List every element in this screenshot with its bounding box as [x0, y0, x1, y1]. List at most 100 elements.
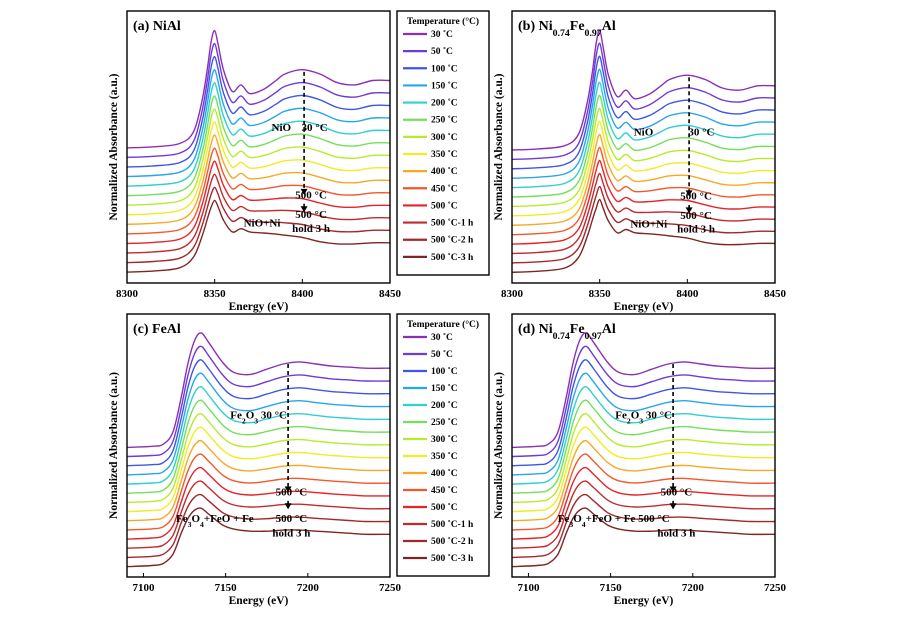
hold-arrow-head	[300, 206, 308, 213]
series-line-4	[127, 69, 390, 178]
curves-group	[512, 29, 775, 273]
x-tick-label: 8400	[676, 288, 699, 300]
y-axis-label: Normalized Absorbance (a.u.)	[493, 372, 505, 519]
legend-entry-label: 300 ˚C	[431, 434, 458, 445]
series-line-10	[512, 453, 775, 531]
annotation-label: 500 °C	[276, 487, 308, 499]
series-line-7	[512, 412, 775, 504]
series-line-11	[512, 466, 775, 540]
annotation-label: hold 3 h	[677, 224, 715, 236]
series-line-12	[127, 480, 390, 549]
series-line-5	[512, 81, 775, 189]
annotation-label: 500 °C	[276, 513, 308, 525]
series-line-8	[127, 121, 390, 216]
annotation-label: NiO	[272, 122, 292, 134]
x-axis-label: Energy (eV)	[614, 595, 674, 607]
series-line-11	[127, 466, 390, 540]
series-line-11	[127, 160, 390, 245]
series-line-4	[127, 372, 390, 476]
legend-entry-label: 500 ˚C-3 h	[431, 553, 474, 564]
annotation-label: NiO	[634, 126, 654, 138]
x-axis-label: Energy (eV)	[229, 595, 289, 607]
annotation-label: 30 °C	[302, 122, 328, 134]
annotation-label: hold 3 h	[292, 223, 330, 235]
x-tick-label: 7100	[517, 582, 540, 594]
series-line-5	[127, 385, 390, 485]
series-line-14	[127, 199, 390, 273]
legend-top: Temperature (°C) 30 ˚C 50 ˚C 100 ˚C 150 ˚C 20…	[396, 10, 490, 276]
series-line-7	[512, 107, 775, 208]
annotation-label: 500 °C	[295, 209, 327, 221]
hold-arrow-head	[284, 503, 292, 510]
trend-arrow-head	[685, 190, 693, 197]
x-axis-label: Energy (eV)	[229, 301, 289, 313]
series-line-4	[512, 372, 775, 476]
series-line-3	[512, 359, 775, 467]
plot-frame	[126, 313, 391, 578]
annotation-label: Fe3O4+FeO + Fe 500 °C	[558, 513, 670, 529]
x-tick-label: 8300	[116, 288, 139, 300]
curves-group	[512, 332, 775, 568]
x-tick-label: 7100	[132, 582, 155, 594]
legend-entry-label: 200 ˚C	[431, 400, 458, 411]
series-line-6	[127, 399, 390, 494]
hold-arrow-head	[669, 503, 677, 510]
legend-frame	[396, 313, 490, 577]
annotation-label: NiO+Ni	[244, 218, 281, 230]
legend-entry-label: 250 ˚C	[431, 417, 458, 428]
y-axis-label: Normalized Absorbance (a.u.)	[493, 73, 505, 220]
legend-bottom: Temperature (°C) 30 ˚C 50 ˚C 100 ˚C 150 ˚C 20…	[396, 313, 490, 577]
x-tick-label: 7150	[215, 582, 238, 594]
annotation-label: Fe2O3 30 °C	[615, 410, 672, 426]
legend-entry-label: 150 ˚C	[431, 383, 458, 394]
legend-entry-label: 150 ˚C	[431, 80, 458, 91]
legend-entry-label: 500 ˚C	[431, 502, 458, 513]
legend-entry-label: 100 ˚C	[431, 63, 458, 74]
series-line-1	[512, 332, 775, 449]
series-line-8	[512, 426, 775, 513]
legend-entry-label: 350 ˚C	[431, 451, 458, 462]
chart-panel-b: 8300 8350 8400 8450 Energy (eV) Normalized Ab…	[493, 10, 787, 313]
legend-entry-label: 300 ˚C	[431, 132, 458, 143]
series-line-4	[512, 68, 775, 179]
legend-title: Temperature (°C)	[407, 319, 479, 330]
series-line-13	[512, 493, 775, 559]
legend-entry-label: 30 ˚C	[431, 332, 453, 343]
series-line-2	[127, 42, 390, 159]
trend-arrow-head	[300, 188, 308, 195]
plot-frame	[511, 313, 776, 578]
series-line-5	[512, 385, 775, 485]
x-tick-label: 7150	[600, 582, 623, 594]
legend-entry-label: 50 ˚C	[431, 46, 453, 57]
annotation-label: hold 3 h	[272, 527, 310, 539]
series-line-12	[512, 172, 775, 255]
legend-entry-label: 500 ˚C-1 h	[431, 519, 474, 530]
legend-entry-label: 500 ˚C-2 h	[431, 235, 474, 246]
legend-entry-label: 500 ˚C-1 h	[431, 218, 474, 229]
legend-entry-label: 30 ˚C	[431, 29, 453, 40]
x-tick-label: 8450	[379, 288, 402, 300]
legend-entry-label: 50 ˚C	[431, 349, 453, 360]
series-line-6	[512, 399, 775, 494]
legend-entry-label: 400 ˚C	[431, 166, 458, 177]
series-line-3	[127, 56, 390, 168]
annotation-label: 500 °C	[661, 487, 693, 499]
series-line-10	[127, 147, 390, 235]
series-line-8	[512, 120, 775, 217]
panel-title: (c) FeAl	[133, 322, 181, 337]
series-line-7	[127, 412, 390, 504]
series-line-6	[127, 95, 390, 197]
curves-group	[127, 332, 390, 568]
series-line-13	[127, 186, 390, 264]
series-line-9	[127, 134, 390, 225]
curves-group	[127, 29, 390, 273]
annotation-label: NiO+Ni	[630, 218, 667, 230]
panel-title: (b) Ni0.74Fe0.97Al	[518, 19, 616, 39]
legend-entry-label: 500 ˚C-2 h	[431, 536, 474, 547]
annotation-label: 500 °C	[680, 210, 712, 222]
series-line-10	[512, 146, 775, 236]
series-line-3	[512, 55, 775, 170]
series-line-6	[512, 94, 775, 198]
series-line-9	[512, 439, 775, 522]
